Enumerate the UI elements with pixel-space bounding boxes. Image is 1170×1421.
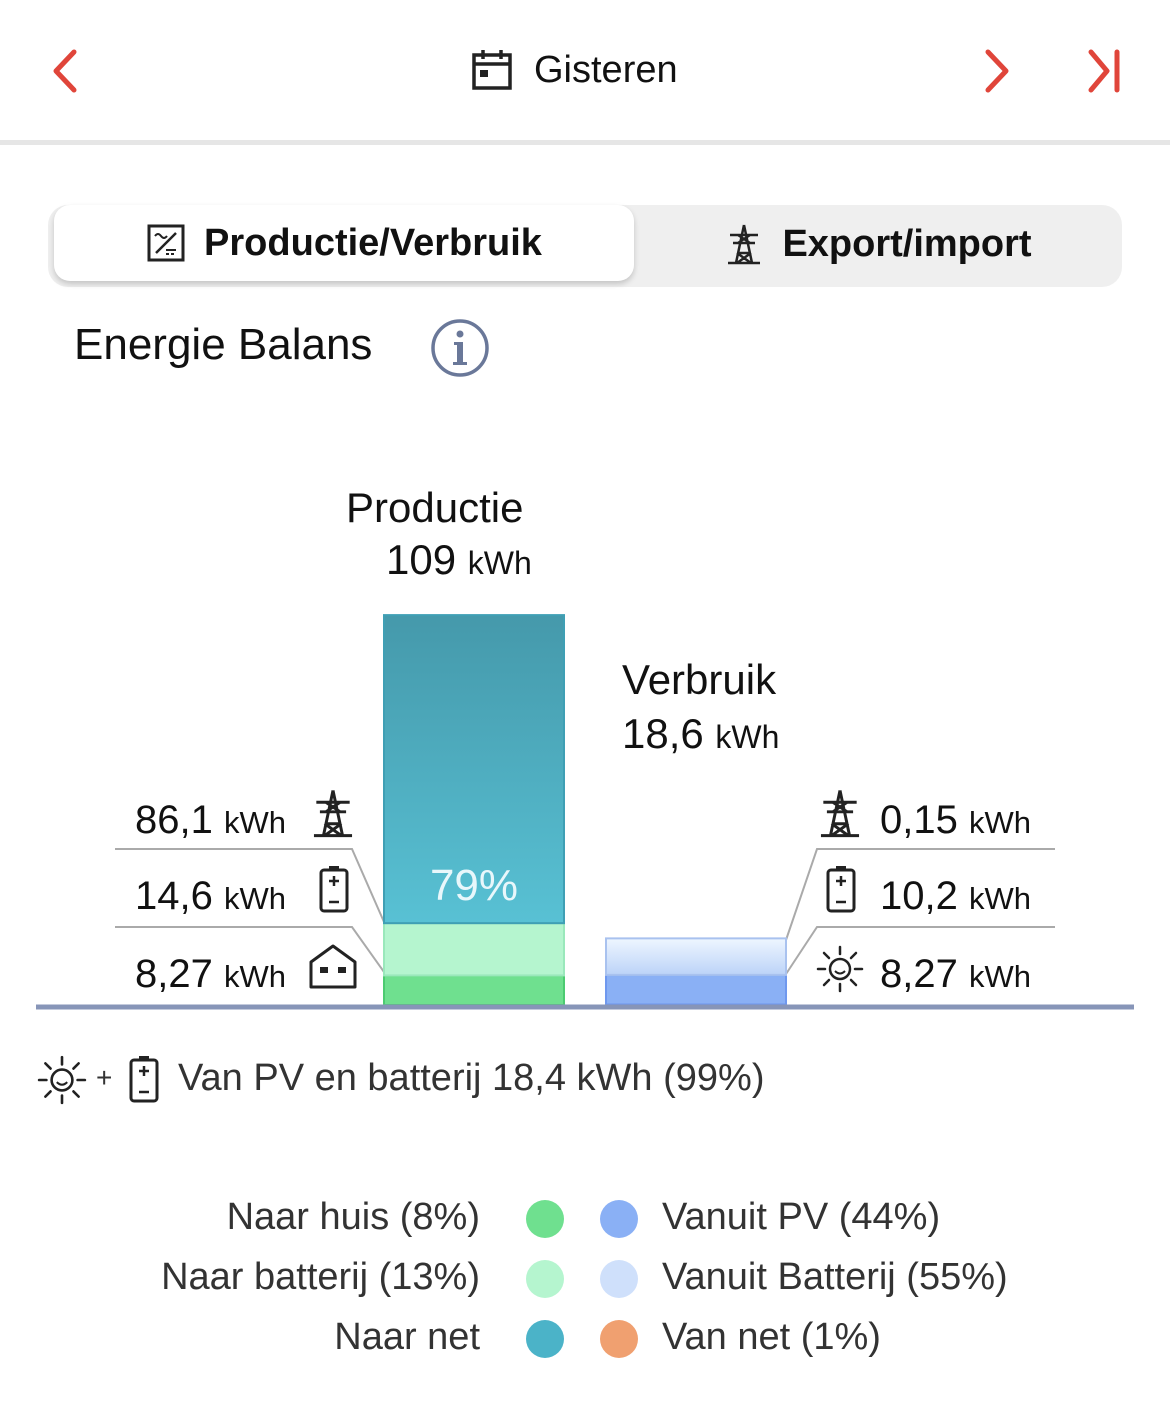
last-day-button[interactable] [1072, 36, 1132, 106]
top-bar: Gisteren [0, 0, 1170, 145]
row-value: 8,27 [880, 952, 958, 996]
connector-line [785, 926, 1055, 975]
battery-icon [129, 1056, 159, 1103]
row-unit: kWh [224, 881, 286, 916]
row-unit: kWh [968, 805, 1031, 840]
pylon-icon [820, 790, 860, 838]
consumption-row-pv: 8,27 kWh [880, 952, 1031, 997]
inverter-icon [147, 224, 185, 262]
consumption-row-battery: 10,2 kWh [880, 874, 1031, 919]
row-unit: kWh [224, 805, 286, 840]
legend-label: Vanuit PV (44%) [662, 1196, 941, 1238]
legend-swatch [526, 1320, 564, 1358]
legend-label: Van net (1%) [662, 1316, 881, 1358]
info-button[interactable] [430, 318, 490, 378]
consumption-row-grid: 0,15 kWh [880, 798, 1031, 843]
connector-line [115, 848, 385, 923]
row-unit: kWh [968, 881, 1031, 916]
legend-swatch [526, 1200, 564, 1238]
self-sufficiency-summary: Van PV en batterij 18,4 kWh (99%) [178, 1057, 765, 1099]
chevron-left-icon [53, 49, 77, 93]
consumption-total-value: 18,6 [622, 710, 704, 757]
next-day-button[interactable] [966, 36, 1026, 106]
bar-segment-naar-batterij [383, 922, 565, 977]
chevron-right-icon [985, 49, 1009, 93]
legend-swatch [526, 1260, 564, 1298]
legend-label: Naar batterij (13%) [161, 1256, 480, 1298]
connector-line [785, 848, 1055, 941]
pylon-icon [313, 790, 353, 838]
production-title: Productie [346, 484, 524, 531]
row-value: 10,2 [880, 874, 958, 918]
row-value: 0,15 [880, 798, 958, 842]
consumption-total-unit: kWh [715, 719, 780, 755]
tab-export-import[interactable]: Export/import [640, 208, 1116, 280]
production-total: 109 kWh [386, 536, 532, 584]
consumption-connectors [785, 848, 1055, 975]
date-selector[interactable]: Gisteren [470, 40, 678, 100]
sun-icon [37, 1055, 87, 1105]
pylon-icon [728, 224, 761, 265]
legend-swatch [600, 1260, 638, 1298]
row-unit: kWh [224, 959, 286, 994]
house-icon [309, 944, 357, 989]
plus-sign: + [96, 1062, 113, 1093]
consumption-total: 18,6 kWh [622, 710, 779, 758]
energy-balance-chart: 79% [36, 614, 1134, 1010]
sun-icon [816, 945, 864, 993]
row-unit: kWh [968, 959, 1031, 994]
tab-label: Export/import [782, 222, 1032, 265]
previous-day-button[interactable] [36, 36, 96, 106]
production-row-battery: 14,6 kWh [135, 874, 286, 919]
production-row-house: 8,27 kWh [135, 952, 286, 997]
legend-label: Naar net [334, 1316, 480, 1358]
legend-label: Naar huis (8%) [226, 1196, 480, 1238]
battery-icon [826, 866, 856, 913]
connector-line [115, 926, 385, 973]
bar-segment-vanuit-pv [605, 973, 787, 1006]
row-value: 8,27 [135, 952, 213, 996]
date-title: Gisteren [534, 48, 678, 91]
production-total-unit: kWh [467, 545, 532, 581]
battery-icon [319, 866, 349, 913]
tab-label: Productie/Verbruik [204, 221, 542, 264]
production-total-value: 109 [386, 536, 457, 583]
bar-segment-naar-net [383, 614, 565, 925]
production-row-grid: 86,1 kWh [135, 798, 286, 843]
skip-to-end-icon [1088, 49, 1120, 93]
production-connectors [115, 848, 385, 973]
legend-swatch [600, 1320, 638, 1358]
tab-production-consumption[interactable]: Productie/Verbruik [54, 205, 634, 281]
row-value: 86,1 [135, 798, 213, 842]
bar-segment-naar-huis [383, 974, 565, 1007]
calendar-icon [472, 50, 512, 90]
section-title: Energie Balans [74, 320, 373, 369]
legend-swatch [600, 1200, 638, 1238]
legend-label: Vanuit Batterij (55%) [662, 1256, 1008, 1298]
consumption-title: Verbruik [622, 656, 777, 703]
bar-segment-vanuit-batterij [605, 937, 787, 976]
info-icon [431, 319, 489, 377]
row-value: 14,6 [135, 874, 213, 918]
production-percent-label: 79% [430, 861, 518, 910]
